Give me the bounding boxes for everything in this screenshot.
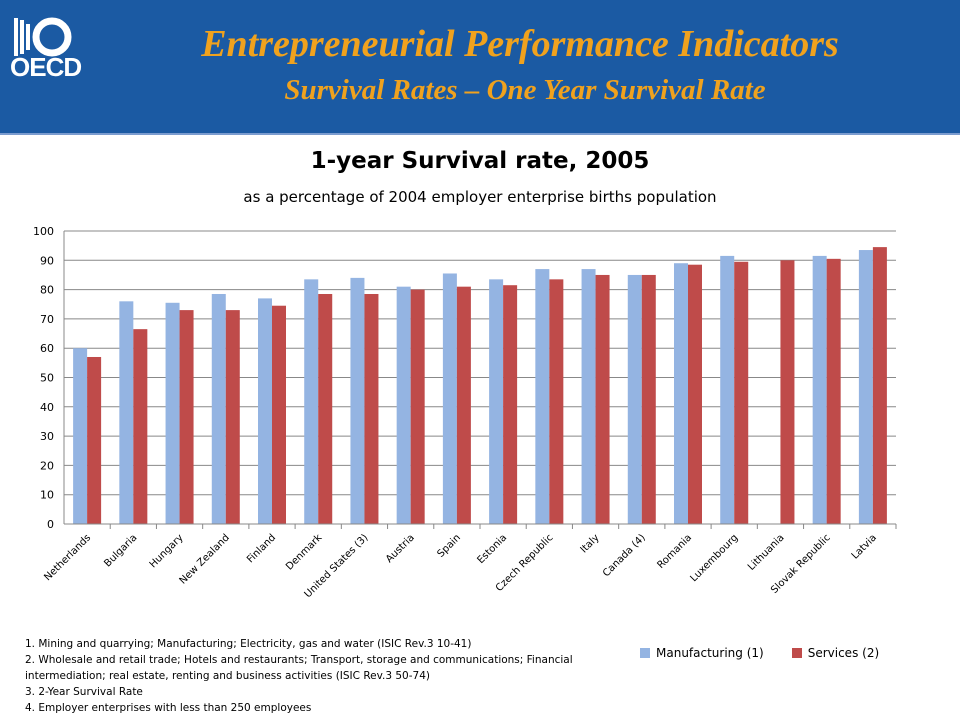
bar-manufacturing bbox=[489, 279, 504, 524]
bar-services bbox=[272, 305, 286, 524]
y-tick-label: 100 bbox=[33, 225, 54, 238]
bar-services bbox=[549, 279, 564, 524]
footnotes: 1. Mining and quarrying; Manufacturing; … bbox=[25, 636, 625, 716]
x-tick-label: Estonia bbox=[475, 532, 509, 566]
footnote-3: 3. 2-Year Survival Rate bbox=[25, 686, 143, 698]
bar-services bbox=[734, 261, 749, 524]
legend-swatch-services bbox=[791, 648, 802, 658]
bar-services bbox=[456, 286, 471, 524]
bar-chart: 0 10 20 30 40 50 60 70 80 90 100 Netherlands Bulgari… bbox=[33, 225, 897, 600]
x-tick-label: Latvia bbox=[850, 532, 879, 561]
x-tick-label: Italy bbox=[579, 532, 602, 555]
bar-manufacturing bbox=[720, 255, 735, 524]
bar-services bbox=[225, 310, 240, 524]
bar-services bbox=[410, 289, 425, 524]
bar-services bbox=[87, 356, 102, 524]
bar-manufacturing bbox=[627, 274, 642, 524]
bar-services bbox=[826, 258, 841, 524]
x-tick-label: Spain bbox=[435, 532, 463, 560]
x-tick-label: Romania bbox=[655, 532, 694, 571]
y-tick-label: 0 bbox=[47, 518, 54, 531]
x-tick-label: Canada (4) bbox=[601, 532, 648, 579]
bar-services bbox=[364, 293, 379, 524]
x-tick-label: Netherlands bbox=[42, 532, 93, 583]
bar-services bbox=[780, 260, 795, 524]
bar-manufacturing bbox=[304, 279, 319, 524]
bar-manufacturing bbox=[535, 269, 550, 524]
y-tick-label: 80 bbox=[40, 284, 54, 297]
bar-manufacturing bbox=[812, 255, 827, 524]
bar-services bbox=[318, 293, 333, 524]
bar-services bbox=[872, 247, 887, 525]
bar-manufacturing bbox=[165, 302, 180, 524]
x-tick-label: Finland bbox=[245, 532, 278, 565]
bar-manufacturing bbox=[258, 298, 272, 524]
y-tick-label: 30 bbox=[40, 430, 54, 443]
header-banner: OECD Entrepreneurial Performance Indicat… bbox=[0, 0, 960, 133]
y-tick-label: 20 bbox=[40, 459, 54, 472]
legend-item-services: Services (2) bbox=[791, 646, 880, 660]
bar-manufacturing bbox=[396, 286, 411, 524]
oecd-logo-icon bbox=[14, 17, 72, 57]
bar-manufacturing bbox=[858, 250, 873, 525]
bar-manufacturing bbox=[674, 263, 688, 524]
x-tick-label: Hungary bbox=[148, 532, 186, 570]
y-tick-label: 50 bbox=[40, 372, 54, 385]
y-tick-label: 40 bbox=[40, 401, 54, 414]
x-tick-label: Luxembourg bbox=[688, 532, 740, 584]
logo-text: OECD bbox=[10, 52, 82, 82]
chart-legend: Manufacturing (1) Services (2) bbox=[640, 646, 879, 660]
bar-services bbox=[503, 285, 518, 524]
x-tick-label: Lithuania bbox=[746, 532, 787, 573]
footnote-2-cont: intermediation; real estate, renting and… bbox=[25, 670, 430, 682]
bar-manufacturing bbox=[442, 273, 457, 524]
y-tick-label: 10 bbox=[40, 489, 54, 502]
footnote-1: 1. Mining and quarrying; Manufacturing; … bbox=[25, 638, 472, 650]
bar-services bbox=[133, 329, 148, 524]
bar-services bbox=[595, 274, 610, 524]
bar-manufacturing bbox=[581, 269, 596, 524]
bar-services bbox=[641, 274, 656, 524]
x-tick-label: Bulgaria bbox=[102, 532, 139, 569]
page-subtitle: Survival Rates – One Year Survival Rate bbox=[284, 74, 766, 106]
bar-manufacturing bbox=[211, 293, 226, 524]
bar-manufacturing bbox=[119, 301, 134, 524]
legend-swatch-manufacturing bbox=[640, 648, 650, 658]
bar-manufacturing bbox=[73, 348, 88, 524]
x-tick-label: Denmark bbox=[284, 532, 324, 572]
footnote-4: 4. Employer enterprises with less than 2… bbox=[25, 702, 312, 714]
page-title: Entrepreneurial Performance Indicators bbox=[201, 23, 839, 65]
bar-services bbox=[179, 310, 194, 524]
x-tick-label: New Zealand bbox=[178, 532, 232, 586]
legend-item-manufacturing: Manufacturing (1) bbox=[640, 646, 764, 660]
legend-label-services: Services (2) bbox=[807, 646, 880, 660]
legend-label-manufacturing: Manufacturing (1) bbox=[656, 646, 764, 660]
x-tick-label: Austria bbox=[384, 532, 417, 565]
chart-title: 1-year Survival rate, 2005 bbox=[310, 148, 650, 174]
chart-subtitle: as a percentage of 2004 employer enterpr… bbox=[243, 188, 717, 206]
bar-services bbox=[688, 264, 702, 524]
y-tick-label: 60 bbox=[40, 342, 54, 355]
footnote-2: 2. Wholesale and retail trade; Hotels an… bbox=[25, 654, 573, 666]
y-tick-label: 70 bbox=[40, 313, 54, 326]
y-tick-label: 90 bbox=[40, 254, 54, 267]
bar-manufacturing bbox=[350, 277, 365, 524]
